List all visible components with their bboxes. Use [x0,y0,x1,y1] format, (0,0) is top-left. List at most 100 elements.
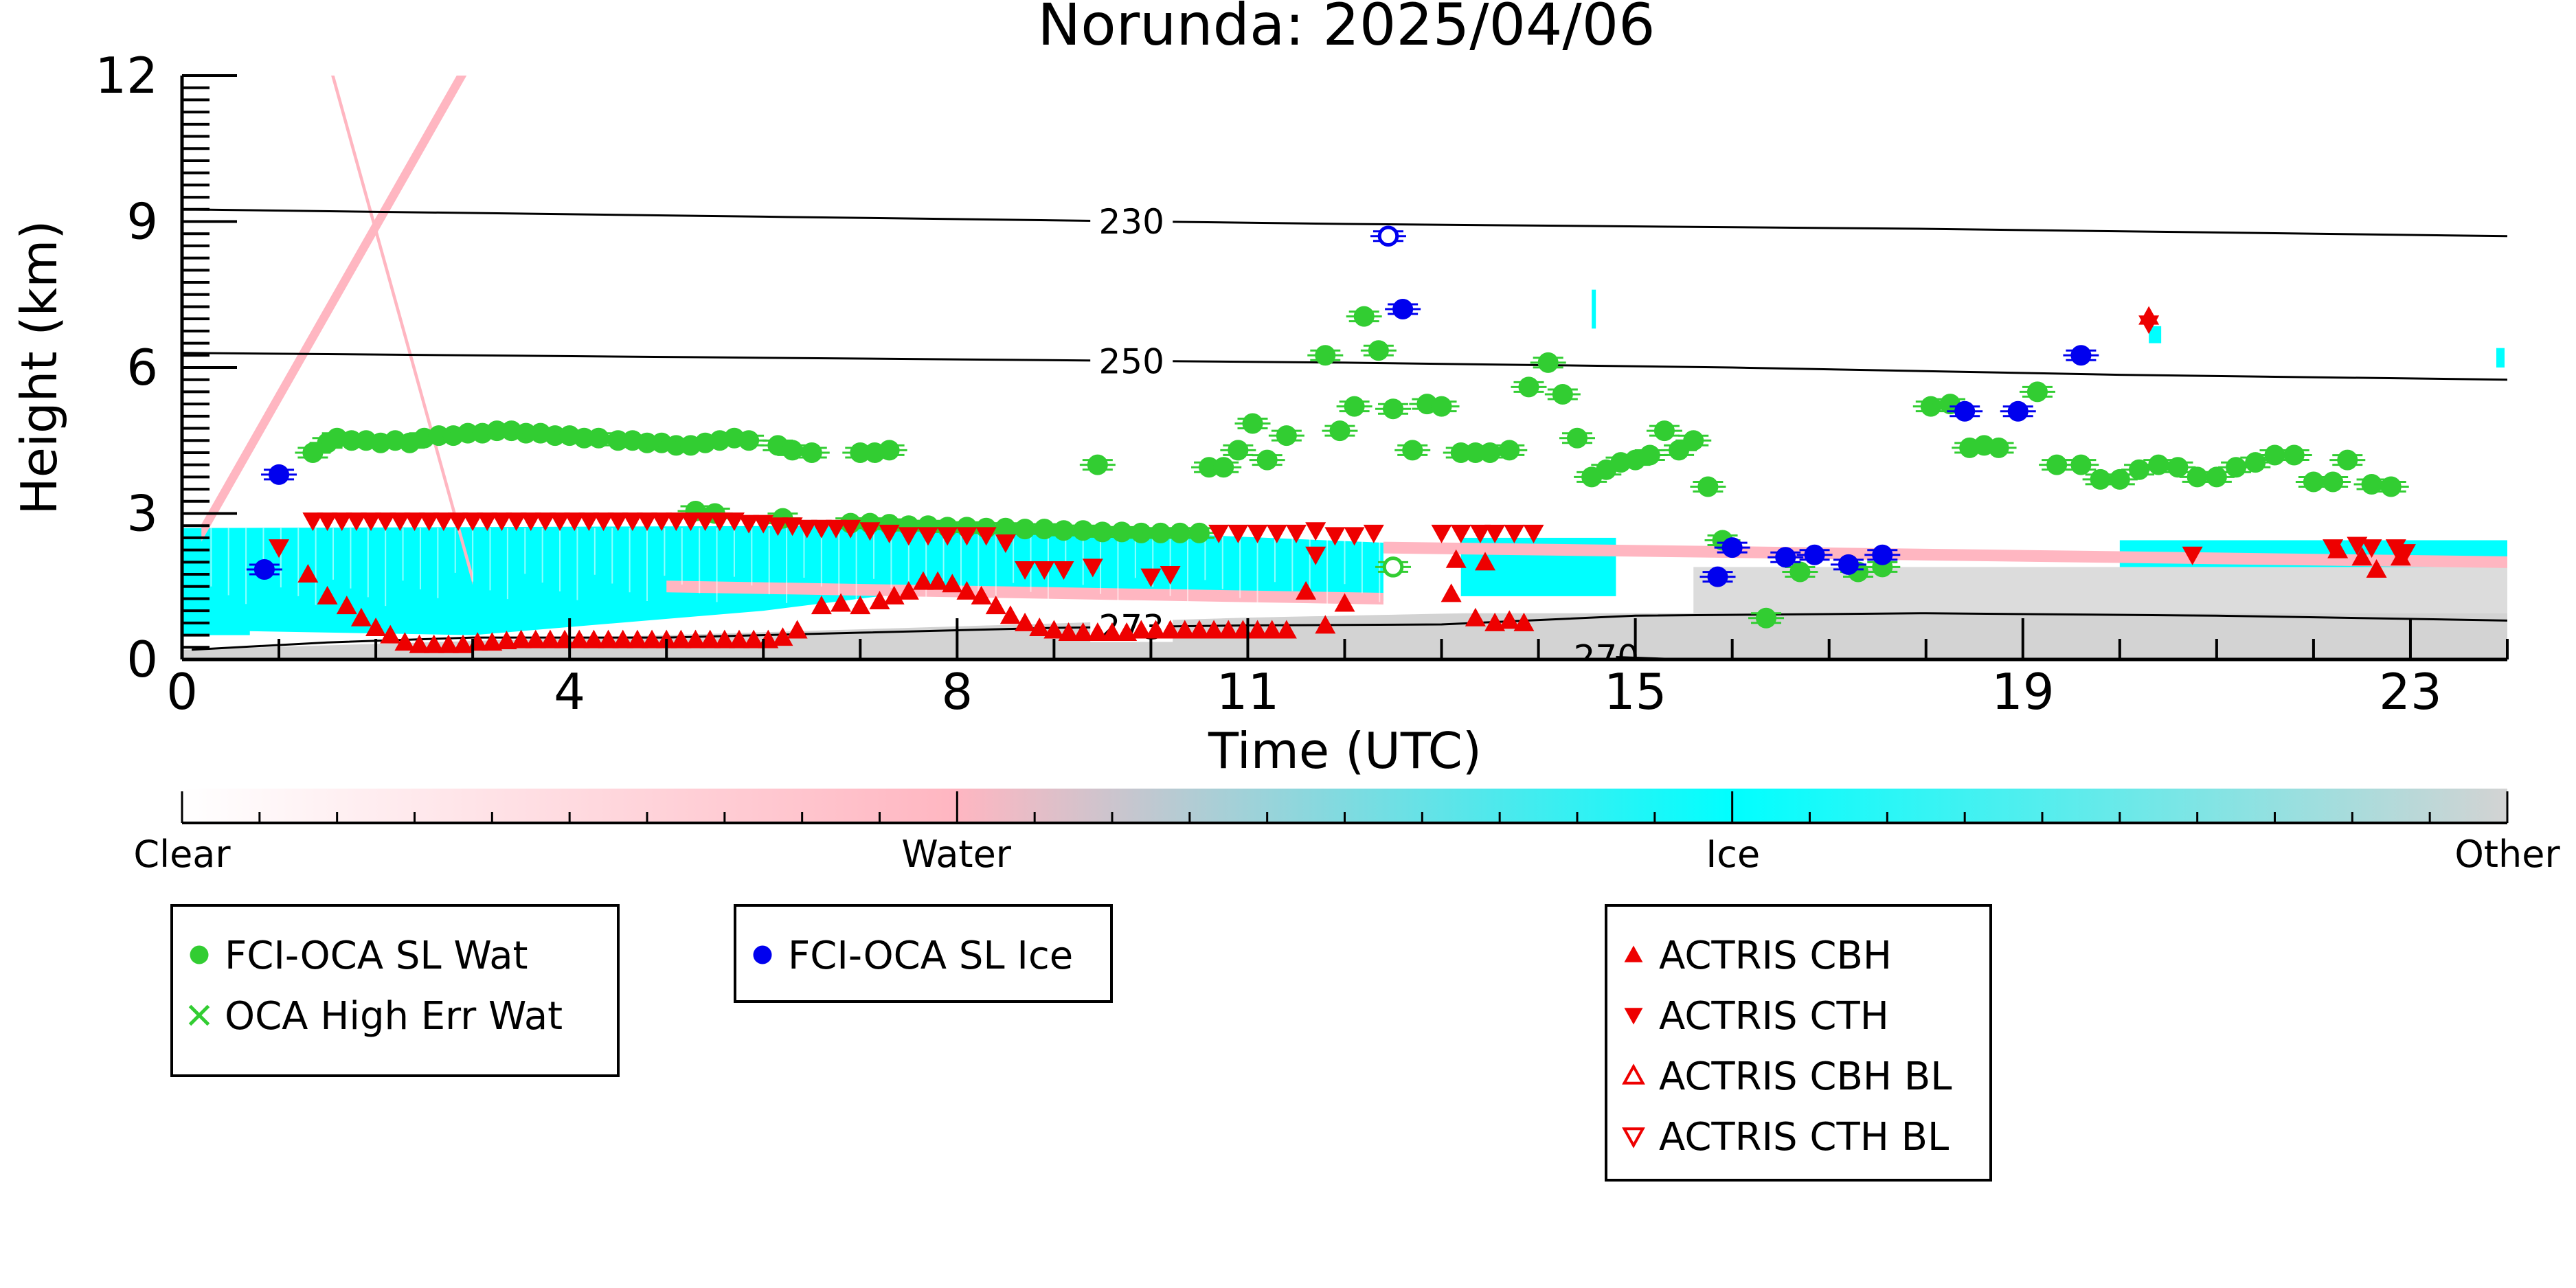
data-point [569,629,590,648]
legend-marker [1622,1063,1645,1085]
data-point [622,512,643,532]
data-point [1242,413,1263,434]
legend-marker [1624,945,1643,962]
ice-region [201,526,1383,635]
data-point [1276,620,1297,639]
x-ticks: 0 4 8 11 15 19 23 [166,618,2509,721]
data-point [1261,620,1283,639]
data-point [782,517,803,536]
data-point [1296,580,1317,600]
data-point [699,629,721,648]
data-point [496,631,517,650]
data-point [1266,524,1287,543]
data-point [859,522,881,541]
legend-frame [170,904,620,1077]
data-point [1567,427,1588,449]
data-point [1174,620,1195,639]
ice-streak-end [2496,348,2505,368]
data-point [1228,524,1249,543]
data-point [433,512,454,532]
data-point [1334,593,1355,612]
data-point [971,585,992,605]
data-point [956,580,978,600]
legend-marker [190,945,209,964]
data-point [728,629,749,648]
data-point [879,440,900,461]
data-point [1475,552,1496,571]
water-band [666,580,1383,605]
data-point [1789,561,1811,583]
data-point [670,629,692,648]
data-point [418,512,440,532]
data-point [1377,225,1399,247]
contour-label: 270 [1574,637,1639,677]
data-point [1707,566,1728,587]
data-point [1116,622,1138,642]
data-point [1721,537,1743,558]
data-point [2323,471,2344,493]
data-point [510,629,532,648]
data-point [1518,376,1539,398]
data-point [2395,544,2416,563]
data-point [394,632,416,651]
data-point [898,580,919,600]
chart-title: Norunda: 2025/04/06 [1037,0,1655,58]
data-point [2070,345,2092,366]
colorbar-ticks [181,791,2509,823]
data-point [1072,622,1094,642]
data-point [918,527,939,546]
data-point [1034,519,1055,540]
data-point [1804,544,1825,565]
data-point [1431,396,1452,417]
data-point [1683,430,1704,451]
data-point [588,427,609,449]
data-point [772,627,793,646]
x-tick-label: 23 [2379,663,2442,721]
data-markers [246,225,2416,653]
legend-label: FCI-OCA SL Wat [225,934,528,978]
data-point [1228,440,1249,461]
data-point [1160,566,1181,585]
data-point [1344,527,1365,546]
data-point [869,591,890,609]
data-point [782,440,803,461]
data-point [1445,549,1467,568]
legend-label: ACTRIS CTH BL [1659,1115,1949,1160]
data-point [578,512,600,532]
data-point [2337,449,2358,471]
data-point [404,512,425,532]
ice-patch [2149,326,2162,343]
data-point [2007,400,2029,422]
data-point [1469,524,1491,543]
data-point [2380,476,2402,497]
data-point [840,519,861,539]
data-point [2347,536,2368,556]
data-point [912,571,934,590]
data-point [1188,522,1210,543]
x-tick-label: 0 [166,663,198,721]
data-point [1353,306,1375,327]
data-point [1058,622,1079,642]
data-point [269,539,290,558]
data-point [453,634,474,653]
data-point [1087,622,1108,642]
data-point [1402,440,1423,461]
data-point [937,527,958,546]
data-point [1029,617,1050,636]
data-point [2148,454,2169,475]
data-point [1072,520,1094,541]
other-region-late [1693,567,2507,616]
data-point [317,585,338,605]
data-point [1131,620,1152,639]
data-point [462,512,484,532]
data-point [331,512,352,532]
legend-box: ACTRIS CBH ACTRIS CTH ACTRIS CBH BL ACTRIS … [1605,904,1992,1182]
data-point [297,564,319,583]
data-point [714,629,735,648]
data-point [879,524,900,543]
data-point [482,632,503,651]
data-point [1140,568,1162,587]
data-point [346,512,367,532]
data-point [642,629,663,648]
data-point [1208,524,1230,543]
